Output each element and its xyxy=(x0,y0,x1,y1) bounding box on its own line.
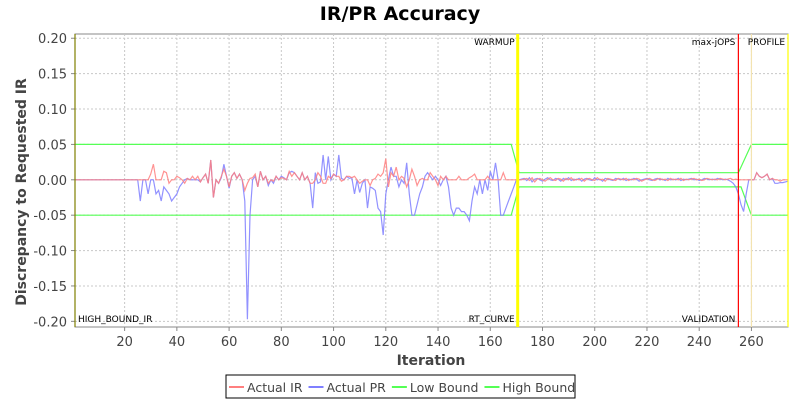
x-tick-label: 20 xyxy=(116,335,133,350)
x-tick-label: 200 xyxy=(582,335,607,350)
legend-label: High Bound xyxy=(502,380,575,395)
marker-label-top: WARMUP xyxy=(474,38,515,48)
x-tick-label: 120 xyxy=(373,335,398,350)
y-tick-label: 0.15 xyxy=(38,68,67,83)
x-tick-label: 180 xyxy=(530,335,555,350)
marker-label-top: max-jOPS xyxy=(692,38,736,48)
x-tick-label: 140 xyxy=(426,335,451,350)
x-axis-label: Iteration xyxy=(397,353,466,369)
y-tick-label: -0.10 xyxy=(33,245,67,260)
marker-label-top: PROFILE xyxy=(748,38,786,48)
legend-label: Low Bound xyxy=(410,380,479,395)
series-line-actual-ir xyxy=(75,158,788,198)
x-tick-label: 240 xyxy=(687,335,712,350)
y-tick-label: -0.05 xyxy=(33,209,67,224)
x-tick-label: 40 xyxy=(169,335,186,350)
series-line-high-bound xyxy=(75,143,788,174)
y-tick-label: 0.05 xyxy=(38,138,67,153)
legend-label: Actual PR xyxy=(327,380,387,395)
y-tick-label: -0.15 xyxy=(33,280,67,295)
x-tick-label: 80 xyxy=(273,335,290,350)
y-axis-label: Discrepancy to Requested IR xyxy=(14,78,30,306)
y-tick-label: 0.00 xyxy=(38,174,67,189)
markers: HIGH_BOUND_IR WARMUP RT_CURVE max-jOPS VALID… xyxy=(74,34,789,327)
legend: Actual IR Actual PR Low Bound High Bound xyxy=(225,374,576,399)
marker-label-bottom: VALIDATION xyxy=(682,315,736,325)
marker-label-bottom: RT_CURVE xyxy=(469,315,515,325)
x-tick-label: 60 xyxy=(221,335,238,350)
series-line-low-bound xyxy=(75,186,788,216)
y-tick-label: 0.10 xyxy=(38,103,67,118)
series-lines xyxy=(75,143,789,320)
x-tick-label: 260 xyxy=(739,335,764,350)
x-axis-ticks: 20 40 60 80 100 120 140 160 180 200 220 240 260 xyxy=(116,327,764,350)
plot-area xyxy=(74,33,789,328)
chart-title: IR/PR Accuracy xyxy=(320,3,481,25)
x-tick-label: 160 xyxy=(478,335,503,350)
y-tick-label: -0.20 xyxy=(33,315,67,330)
marker-label-bottom: HIGH_BOUND_IR xyxy=(78,315,152,325)
y-tick-label: 0.20 xyxy=(38,32,67,47)
legend-label: Actual IR xyxy=(247,380,303,395)
x-tick-label: 220 xyxy=(635,335,660,350)
x-tick-label: 100 xyxy=(321,335,346,350)
y-axis-ticks: 0.20 0.15 0.10 0.05 0.00 -0.05 -0.10 -0.15 -0.20 xyxy=(33,32,75,330)
